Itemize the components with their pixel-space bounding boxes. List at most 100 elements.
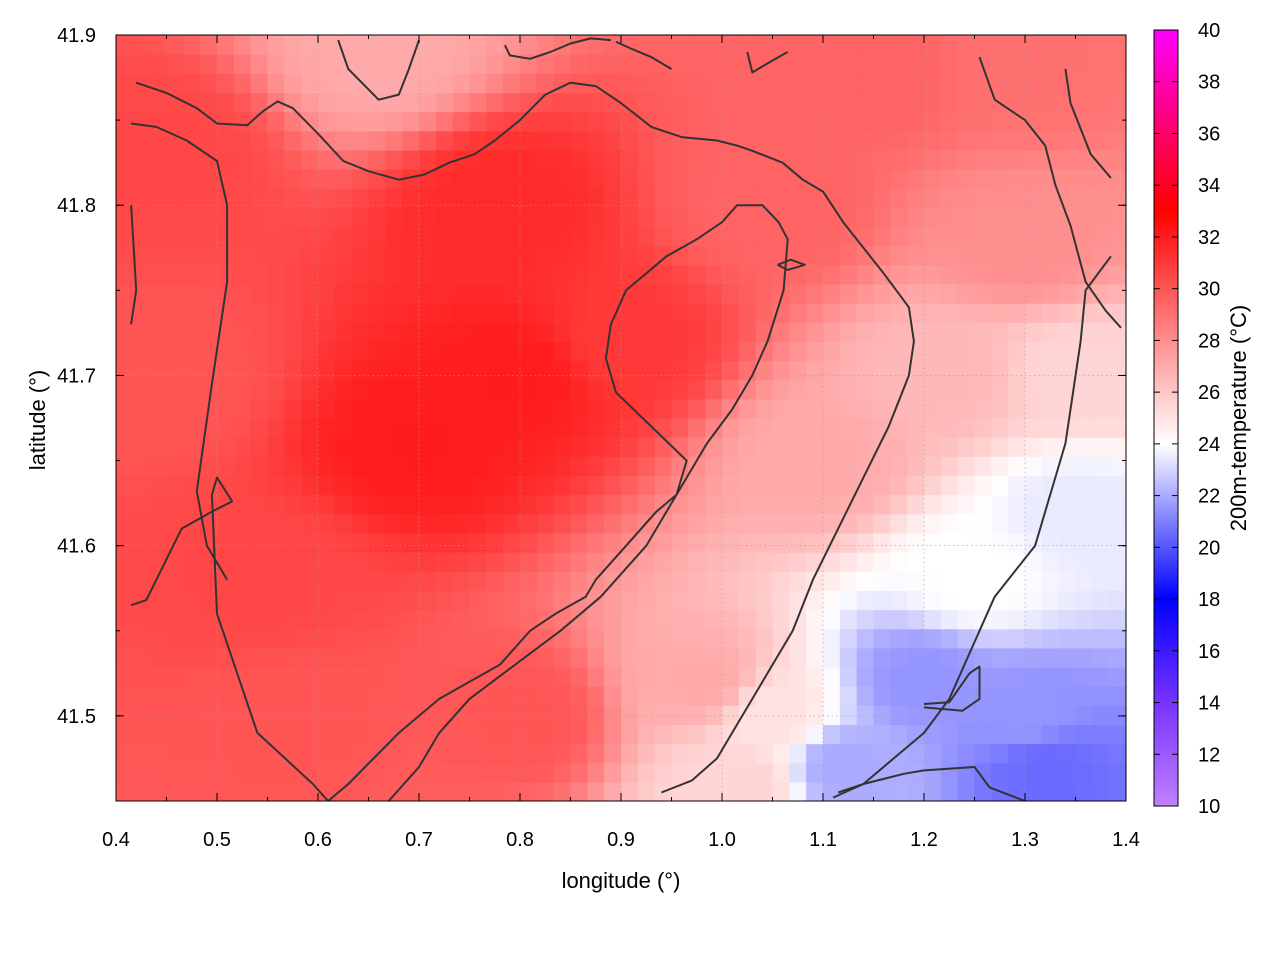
heat-cell bbox=[722, 475, 740, 496]
heat-cell bbox=[1025, 456, 1043, 477]
heat-cell bbox=[149, 686, 168, 706]
heat-cell bbox=[738, 666, 757, 687]
heat-cell bbox=[469, 54, 487, 74]
heat-cell bbox=[402, 130, 420, 151]
heat-cell bbox=[570, 207, 588, 228]
heat-cell bbox=[621, 303, 639, 323]
heat-cell bbox=[1092, 590, 1110, 611]
heat-cell bbox=[772, 35, 790, 55]
heat-cell bbox=[772, 264, 790, 285]
heat-cell bbox=[772, 73, 790, 94]
heat-cell bbox=[1008, 552, 1026, 572]
heat-cell bbox=[654, 341, 673, 362]
heat-cell bbox=[149, 781, 168, 801]
heat-cell bbox=[503, 207, 521, 228]
heat-cell bbox=[452, 666, 471, 687]
heat-cell bbox=[452, 743, 471, 764]
heat-cell bbox=[587, 149, 605, 170]
heat-cell bbox=[856, 264, 875, 285]
heat-cell bbox=[570, 341, 588, 362]
heat-cell bbox=[570, 705, 588, 725]
heat-cell bbox=[604, 628, 622, 649]
heat-cell bbox=[318, 245, 336, 266]
heat-cell bbox=[1058, 303, 1077, 323]
heat-cell bbox=[301, 169, 319, 189]
heat-cell bbox=[132, 609, 151, 630]
heat-cell bbox=[284, 264, 302, 285]
heat-cell bbox=[402, 245, 420, 266]
heat-cell bbox=[486, 92, 504, 113]
heat-cell bbox=[1025, 379, 1043, 400]
heat-cell bbox=[1109, 379, 1126, 400]
heat-cell bbox=[722, 590, 740, 611]
x-tick-label: 0.8 bbox=[506, 829, 534, 851]
heat-cell bbox=[873, 456, 891, 477]
heat-cell bbox=[503, 130, 521, 151]
heat-cell bbox=[1075, 54, 1093, 74]
heat-cell bbox=[1092, 552, 1110, 572]
heat-cell bbox=[839, 743, 858, 764]
heat-cell bbox=[823, 54, 841, 74]
heat-cell bbox=[705, 92, 723, 113]
heat-cell bbox=[553, 322, 572, 342]
heat-cell bbox=[183, 590, 201, 611]
heat-cell bbox=[334, 532, 353, 553]
heat-cell bbox=[806, 283, 824, 304]
heat-cell bbox=[755, 475, 774, 496]
heat-cell bbox=[116, 456, 134, 477]
heat-cell bbox=[1058, 264, 1077, 285]
heat-cell bbox=[486, 475, 504, 496]
heat-cell bbox=[1092, 571, 1110, 591]
heat-cell bbox=[166, 743, 184, 764]
heat-cell bbox=[402, 628, 420, 649]
heat-cell bbox=[940, 532, 959, 553]
heat-cell bbox=[940, 647, 959, 668]
heat-cell bbox=[907, 781, 925, 801]
heat-cell bbox=[671, 590, 689, 611]
heat-cell bbox=[284, 73, 302, 94]
heat-cell bbox=[469, 494, 487, 515]
heat-cell bbox=[1041, 743, 1060, 764]
heat-cell bbox=[789, 188, 807, 208]
heat-cell bbox=[166, 456, 184, 477]
heat-cell bbox=[688, 188, 706, 208]
heat-cell bbox=[435, 762, 454, 783]
heat-cell bbox=[1109, 475, 1126, 496]
heat-cell bbox=[738, 149, 757, 170]
heat-cell bbox=[1041, 628, 1060, 649]
heat-cell bbox=[1058, 130, 1077, 151]
heat-cell bbox=[671, 341, 689, 362]
heat-cell bbox=[267, 437, 285, 457]
heat-cell bbox=[637, 456, 656, 477]
heat-cell bbox=[149, 724, 168, 745]
heat-cell bbox=[419, 475, 437, 496]
heat-cell bbox=[233, 456, 252, 477]
heat-cell bbox=[166, 398, 184, 419]
heat-cell bbox=[924, 437, 942, 457]
heat-cell bbox=[267, 111, 285, 132]
heat-cell bbox=[604, 437, 622, 457]
heat-cell bbox=[452, 762, 471, 783]
heat-cell bbox=[587, 398, 605, 419]
heat-cell bbox=[839, 188, 858, 208]
colorbar-tick-label: 12 bbox=[1198, 744, 1220, 766]
heat-cell bbox=[385, 149, 403, 170]
heat-cell bbox=[351, 303, 370, 323]
heat-cell bbox=[940, 92, 959, 113]
heat-cell bbox=[217, 149, 235, 170]
heat-cell bbox=[907, 188, 925, 208]
heat-cell bbox=[722, 628, 740, 649]
heat-cell bbox=[738, 552, 757, 572]
heat-cell bbox=[688, 781, 706, 801]
heat-cell bbox=[738, 169, 757, 189]
heat-cell bbox=[823, 724, 841, 745]
heat-cell bbox=[1075, 456, 1093, 477]
heat-cell bbox=[520, 590, 538, 611]
heat-cell bbox=[368, 303, 386, 323]
heat-cell bbox=[1109, 303, 1126, 323]
heat-cell bbox=[688, 73, 706, 94]
heat-cell bbox=[217, 513, 235, 534]
heat-cell bbox=[621, 169, 639, 189]
heat-cell bbox=[789, 169, 807, 189]
heat-cell bbox=[755, 379, 774, 400]
